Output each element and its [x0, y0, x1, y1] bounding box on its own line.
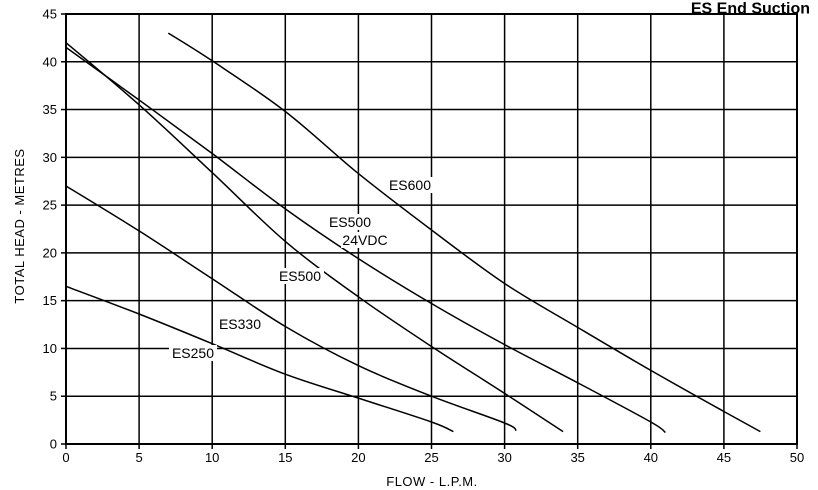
series-label-bg	[386, 177, 434, 193]
y-tick-label: 25	[43, 198, 57, 213]
x-tick-label: 10	[205, 450, 219, 465]
y-tick-label: 20	[43, 245, 57, 260]
y-tick-label: 40	[43, 54, 57, 69]
x-tick-label: 45	[717, 450, 731, 465]
series-label-bg	[276, 268, 324, 284]
series-labels: ES600 ES500 24VDC ES500 ES330 ES250	[169, 177, 434, 361]
y-tick-label: 30	[43, 150, 57, 165]
curves	[65, 32, 761, 434]
x-tick-label: 15	[278, 450, 292, 465]
plot-frame	[65, 13, 798, 445]
y-axis-label: TOTAL HEAD - METRES	[12, 148, 27, 303]
curve-es250	[65, 285, 454, 433]
y-tick-label: 5	[50, 389, 57, 404]
x-tick-label: 35	[570, 450, 584, 465]
y-tick-label: 10	[43, 341, 57, 356]
x-tick-label: 0	[62, 450, 69, 465]
series-label: ES500	[329, 214, 371, 230]
grid	[61, 13, 798, 449]
y-tick-label: 0	[50, 437, 57, 452]
curve-es500	[65, 42, 564, 433]
series-label-bg	[341, 232, 389, 248]
x-tick-label: 20	[351, 450, 365, 465]
x-tick-label: 50	[790, 450, 804, 465]
x-tick-label: 30	[497, 450, 511, 465]
series-label: ES250	[172, 345, 214, 361]
curve-es330	[65, 185, 517, 432]
x-tick-label: 40	[644, 450, 658, 465]
series-label-bg	[326, 214, 374, 230]
series-label-bg	[169, 345, 217, 361]
series-label: ES500	[279, 268, 321, 284]
x-tick-label: 25	[424, 450, 438, 465]
series-label: ES600	[389, 177, 431, 193]
curve-es500-24vdc	[65, 46, 666, 434]
series-label-bg	[216, 316, 264, 332]
y-tick-label: 15	[43, 293, 57, 308]
series-label: 24VDC	[342, 232, 387, 248]
y-tick-label: 45	[43, 7, 57, 22]
x-tick-label: 5	[135, 450, 142, 465]
tick-labels: 0 5 10 15 20 25 30 35 40 45 50 0 5 10 15 20 25 30 35 40 45	[43, 7, 805, 466]
y-tick-label: 35	[43, 102, 57, 117]
curve-es600	[167, 32, 761, 433]
x-axis-label: FLOW - L.P.M.	[386, 474, 478, 489]
series-label: ES330	[219, 316, 261, 332]
